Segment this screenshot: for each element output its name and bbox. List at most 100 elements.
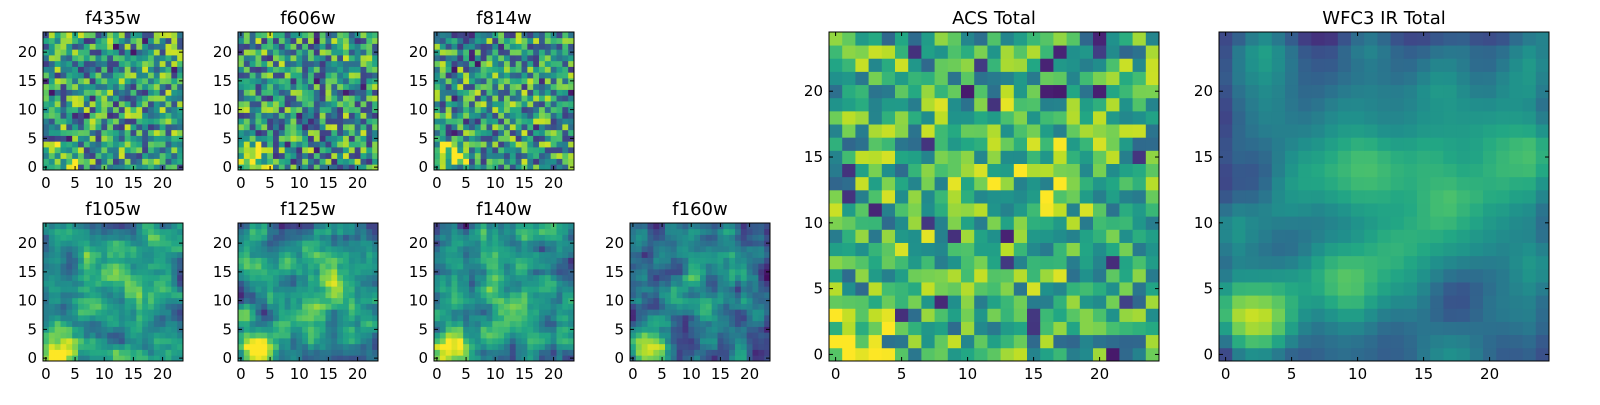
heatmap-cell	[343, 229, 349, 235]
heatmap-cell	[452, 327, 458, 333]
heatmap-cell	[683, 350, 689, 356]
heatmap-cell	[256, 90, 262, 96]
heatmap-cell	[551, 263, 557, 269]
heatmap-cell	[457, 107, 463, 113]
heatmap-cell	[125, 101, 131, 107]
heatmap-cell	[545, 309, 551, 315]
heatmap-cell	[568, 223, 574, 229]
heatmap-cell	[908, 32, 922, 46]
heatmap-cell	[510, 49, 516, 55]
heatmap-cell	[557, 32, 563, 38]
heatmap-cell	[166, 141, 172, 147]
heatmap-cell	[296, 327, 302, 333]
heatmap-cell	[308, 55, 314, 61]
heatmap-cell	[1080, 335, 1094, 349]
heatmap-cell	[522, 95, 528, 101]
heatmap-cell	[96, 269, 102, 275]
heatmap-cell	[125, 164, 131, 170]
heatmap-cell	[273, 321, 279, 327]
heatmap-cell	[142, 350, 148, 356]
heatmap-cell	[855, 85, 869, 99]
heatmap-cell	[331, 350, 337, 356]
heatmap-cell	[723, 355, 729, 361]
heatmap-cell	[659, 269, 665, 275]
heatmap-cell	[171, 147, 177, 153]
heatmap-cell	[302, 315, 308, 321]
heatmap-cell	[457, 263, 463, 269]
heatmap-cell	[136, 229, 142, 235]
heatmap-cell	[677, 286, 683, 292]
heatmap-cell	[256, 124, 262, 130]
heatmap-cell	[166, 113, 172, 119]
heatmap-cell	[741, 269, 747, 275]
heatmap-cell	[355, 309, 361, 315]
heatmap-cell	[261, 252, 267, 258]
heatmap-cell	[1001, 98, 1015, 112]
heatmap-cell	[1377, 348, 1391, 362]
heatmap-cell	[921, 71, 935, 85]
heatmap-cell	[49, 338, 55, 344]
heatmap-cell	[331, 84, 337, 90]
heatmap-cell	[551, 84, 557, 90]
heatmap-cell	[148, 44, 154, 50]
heatmap-cell	[349, 286, 355, 292]
heatmap-cell	[148, 327, 154, 333]
heatmap-cell	[688, 281, 694, 287]
heatmap-cell	[101, 101, 107, 107]
heatmap-cell	[498, 136, 504, 142]
heatmap-cell	[446, 235, 452, 241]
heatmap-cell	[337, 84, 343, 90]
heatmap-cell	[481, 350, 487, 356]
heatmap-cell	[101, 118, 107, 124]
heatmap-cell	[302, 44, 308, 50]
heatmap-cell	[78, 235, 84, 241]
heatmap-cell	[1404, 322, 1418, 336]
heatmap-cell	[562, 344, 568, 350]
heatmap-cell	[314, 90, 320, 96]
heatmap-cell	[250, 72, 256, 78]
heatmap-cell	[125, 153, 131, 159]
heatmap-cell	[469, 49, 475, 55]
heatmap-cell	[557, 321, 563, 327]
heatmap-cell	[355, 269, 361, 275]
heatmap-cell	[764, 263, 770, 269]
heatmap-cell	[636, 275, 642, 281]
heatmap-cell	[1146, 308, 1160, 322]
heatmap-cell	[446, 286, 452, 292]
heatmap-cell	[337, 281, 343, 287]
heatmap-cell	[723, 263, 729, 269]
heatmap-cell	[49, 78, 55, 84]
heatmap-cell	[1053, 124, 1067, 138]
heatmap-cell	[361, 327, 367, 333]
heatmap-cell	[545, 107, 551, 113]
heatmap-cell	[267, 38, 273, 44]
heatmap-cell	[1106, 85, 1120, 99]
heatmap-cell	[366, 258, 372, 264]
heatmap-cell	[66, 95, 72, 101]
heatmap-cell	[1470, 322, 1484, 336]
heatmap-cell	[131, 153, 137, 159]
heatmap-cell	[481, 32, 487, 38]
heatmap-cell	[452, 61, 458, 67]
heatmap-cell	[855, 190, 869, 204]
heatmap-cell	[545, 32, 551, 38]
heatmap-cell	[244, 32, 250, 38]
heatmap-cell	[136, 344, 142, 350]
heatmap-cell	[527, 136, 533, 142]
heatmap-cell	[238, 38, 244, 44]
heatmap-cell	[533, 44, 539, 50]
heatmap-cell	[273, 61, 279, 67]
heatmap-cell	[166, 240, 172, 246]
heatmap-cell	[1232, 322, 1246, 336]
heatmap-cell	[131, 252, 137, 258]
heatmap-cell	[487, 136, 493, 142]
heatmap-cell	[101, 269, 107, 275]
heatmap-cell	[855, 216, 869, 230]
heatmap-cell	[434, 292, 440, 298]
heatmap-cell	[107, 350, 113, 356]
heatmap-cell	[372, 84, 378, 90]
heatmap-cell	[935, 137, 949, 151]
heatmap-cell	[250, 107, 256, 113]
heatmap-cell	[1391, 348, 1405, 362]
heatmap-cell	[43, 141, 49, 147]
